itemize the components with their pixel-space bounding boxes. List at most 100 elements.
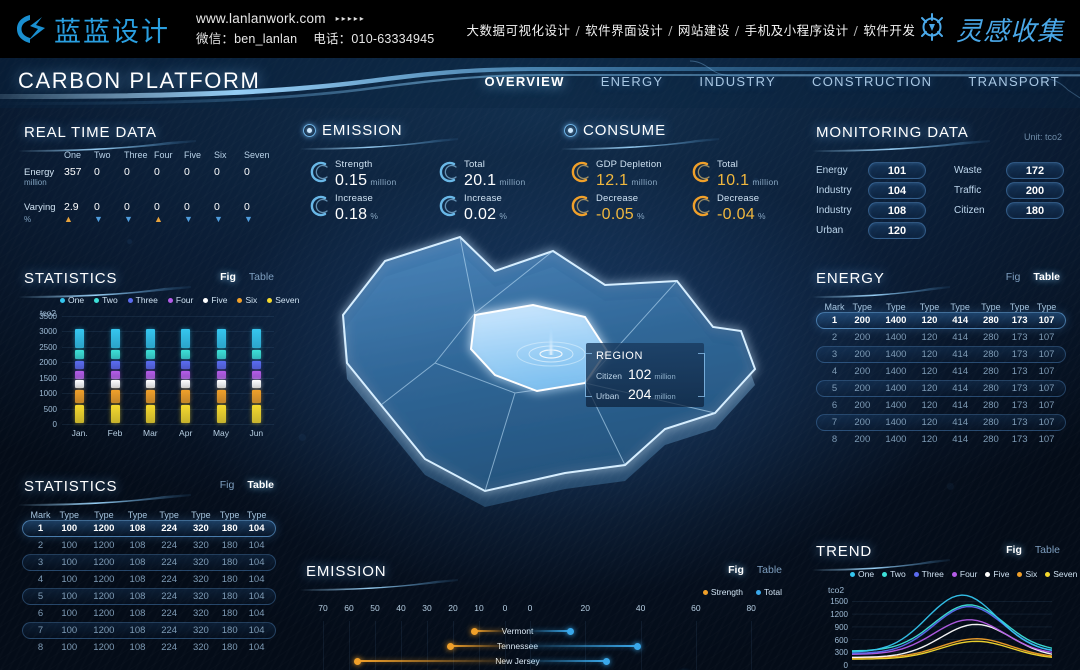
rt-energy-3: 0 (154, 166, 160, 178)
statistics-table[interactable]: Mark Type Type Type Type Type Type Type 1 100 1200… (22, 510, 276, 656)
emission-chart-title: EMISSION (306, 563, 387, 580)
kpi-label: Decrease (596, 193, 639, 204)
toggle-fig[interactable]: Fig (219, 479, 235, 491)
bar-total (530, 630, 572, 632)
main-nav[interactable]: OVERVIEW ENERGY INDUSTRY CONSTRUCTION TR… (484, 74, 1060, 89)
tornado-row[interactable]: Tennessee (300, 640, 790, 652)
table-cell: 414 (952, 366, 969, 377)
table-row[interactable]: 8 100 1200 108 224 320 180 104 (28, 639, 270, 656)
bar-segment (75, 389, 85, 404)
toggle-fig[interactable]: Fig (1006, 544, 1022, 556)
table-column-header: Type (919, 302, 940, 312)
region-urban-label: Urban (596, 391, 620, 401)
statistics-table-toggle[interactable]: Fig Table (220, 479, 274, 491)
wechat-value: ben_lanlan (234, 31, 298, 46)
toggle-fig[interactable]: Fig (220, 271, 236, 283)
bar-segment (145, 404, 155, 423)
toggle-table[interactable]: Table (248, 271, 274, 283)
bar-column[interactable] (145, 328, 155, 424)
table-cell: 5 (37, 591, 44, 602)
table-row[interactable]: 3 200 1400 120 414 280 173 107 (816, 346, 1066, 363)
table-row[interactable]: 4 100 1200 108 224 320 180 104 (28, 571, 270, 588)
table-cell: 180 (221, 540, 238, 551)
x-tick-label: Mar (143, 428, 158, 438)
table-row[interactable]: 2 200 1400 120 414 280 173 107 (822, 329, 1060, 346)
bar-segment (181, 360, 191, 369)
bar-column[interactable] (251, 328, 261, 424)
gridline (505, 621, 506, 670)
bar-column[interactable] (75, 328, 85, 424)
trend-chart-panel: TREND Fig Table One Two Three Four Five … (812, 543, 1077, 670)
toggle-fig[interactable]: Fig (728, 564, 744, 576)
rt-col-four: Four (154, 150, 173, 160)
bar-column[interactable] (181, 328, 191, 424)
table-row[interactable]: 5 200 1400 120 414 280 173 107 (816, 380, 1066, 397)
statistics-chart-legend: One Two Three Four Five Six Seven (60, 295, 299, 305)
inspiration-brand-text: 灵感收集 (955, 16, 1064, 47)
region-urban-value: 204 (628, 386, 652, 402)
tornado-row[interactable]: New Jersey (300, 655, 790, 667)
arc-warm-icon (569, 161, 591, 183)
legend-item-one: One (60, 295, 84, 305)
nav-item-construction[interactable]: CONSTRUCTION (812, 74, 933, 89)
table-column-header: Type (886, 302, 906, 312)
table-row[interactable]: 6 200 1400 120 414 280 173 107 (822, 397, 1060, 414)
statistics-chart-toggle[interactable]: Fig Table (220, 271, 274, 283)
dashboard: REGION Citizen 102 million Urban 204 mil… (0, 58, 1080, 670)
y-tick-label: 300 (834, 648, 848, 658)
emission-chart-toggle[interactable]: Fig Table (728, 564, 782, 576)
bar-segment (181, 389, 191, 404)
energy-table[interactable]: Mark Type Type Type Type Type Type Type 1 200 1400… (816, 302, 1066, 448)
table-row[interactable]: 2 100 1200 108 224 320 180 104 (28, 537, 270, 554)
table-cell: 107 (1038, 383, 1055, 394)
bar-endpoint-knob (633, 642, 641, 650)
tornado-row[interactable]: Vermont (300, 625, 790, 637)
bar-segment (216, 370, 226, 379)
table-row[interactable]: 6 100 1200 108 224 320 180 104 (28, 605, 270, 622)
rt-varying-4: 0 (184, 201, 190, 213)
nav-item-overview[interactable]: OVERVIEW (484, 74, 565, 89)
table-row[interactable]: 5 100 1200 108 224 320 180 104 (22, 588, 276, 605)
trend-down-icon-1: ▼ (94, 214, 103, 224)
page-title: CARBON PLATFORM (18, 68, 261, 93)
table-row[interactable]: 7 200 1400 120 414 280 173 107 (816, 414, 1066, 431)
table-cell: 100 (61, 591, 78, 602)
table-row[interactable]: 3 100 1200 108 224 320 180 104 (22, 554, 276, 571)
bar-column[interactable] (110, 328, 120, 424)
monitoring-label: Industry (816, 185, 852, 196)
y-tick-label: 900 (834, 622, 848, 632)
table-column-header: Type (219, 510, 240, 520)
toggle-table[interactable]: Table (247, 479, 274, 491)
gridline (695, 621, 697, 670)
toggle-fig[interactable]: Fig (1005, 271, 1021, 283)
nav-item-industry[interactable]: INDUSTRY (699, 74, 777, 89)
table-cell: 104 (248, 540, 265, 551)
table-row[interactable]: 7 100 1200 108 224 320 180 104 (22, 622, 276, 639)
statistics-table-title-row: STATISTICS (24, 478, 117, 495)
bar-segment (110, 370, 120, 379)
toggle-table[interactable]: Table (756, 564, 782, 576)
bar-segment (110, 349, 120, 360)
trend-down-icon-2: ▼ (124, 214, 133, 224)
y-tick-label: 2000 (39, 358, 57, 368)
energy-table-toggle[interactable]: Fig Table (1006, 271, 1060, 283)
toggle-table[interactable]: Table (1033, 271, 1060, 283)
realtime-header-row: One Two Three Four Five Six Seven (24, 150, 274, 160)
nav-item-energy[interactable]: ENERGY (600, 74, 664, 89)
bar-column[interactable] (216, 328, 226, 424)
x-tick-label: Jan. (71, 428, 88, 438)
table-row[interactable]: 1 100 1200 108 224 320 180 104 (22, 520, 276, 537)
x-tick-label-left: 70 (318, 603, 328, 613)
region-card-title: REGION (596, 350, 643, 362)
table-row[interactable]: 1 200 1400 120 414 280 173 107 (816, 312, 1066, 329)
table-row[interactable]: 8 200 1400 120 414 280 173 107 (822, 431, 1060, 448)
toggle-table[interactable]: Table (1034, 544, 1060, 556)
table-cell: 107 (1038, 417, 1055, 428)
trend-toggle[interactable]: Fig Table (1006, 544, 1060, 556)
table-row[interactable]: 4 200 1400 120 414 280 173 107 (822, 363, 1060, 380)
realtime-row-varying: Varying 2.9 0 0 0 0 0 0 (24, 201, 274, 213)
nav-item-transport[interactable]: TRANSPORT (968, 74, 1060, 89)
table-cell: 1400 (885, 400, 907, 411)
table-cell: 108 (129, 608, 146, 619)
region-map[interactable] (285, 223, 795, 553)
